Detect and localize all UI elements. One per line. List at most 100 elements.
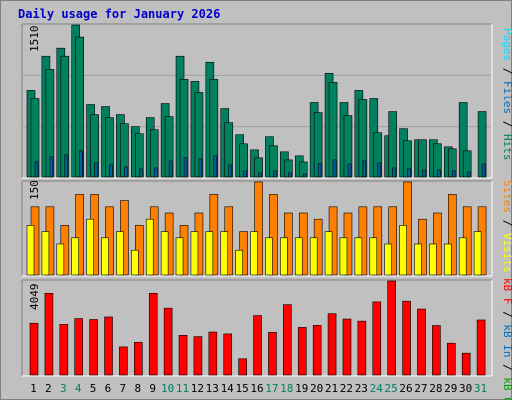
kb-bar bbox=[461, 352, 471, 376]
kb-bar bbox=[417, 308, 426, 376]
kb-bar bbox=[193, 336, 203, 376]
visits-bar bbox=[324, 231, 333, 276]
kb-bar bbox=[163, 307, 173, 376]
day-label: 5 bbox=[90, 382, 97, 395]
pages-bar bbox=[94, 162, 98, 178]
day-label: 25 bbox=[385, 382, 398, 395]
day-label: 3 bbox=[60, 382, 67, 395]
kb-bar bbox=[74, 318, 84, 376]
day-label: 17 bbox=[265, 382, 278, 395]
visits-bar bbox=[265, 237, 273, 276]
pages-bar bbox=[109, 164, 113, 178]
kb-bar bbox=[148, 292, 158, 376]
pages-bar bbox=[422, 169, 426, 178]
day-label: 31 bbox=[474, 382, 487, 395]
legend-entry: / bbox=[501, 305, 512, 325]
kb-bar bbox=[372, 301, 382, 376]
kb-bar bbox=[387, 280, 396, 376]
kb-bar bbox=[402, 300, 411, 376]
pages-bar bbox=[273, 170, 277, 178]
pages-bar bbox=[258, 172, 262, 178]
visits-bar bbox=[354, 237, 363, 276]
pages-bar bbox=[183, 157, 188, 178]
visits-bar bbox=[235, 249, 243, 276]
visits-bar bbox=[71, 237, 80, 276]
legend-entry: kB Out bbox=[501, 377, 512, 400]
visits-bar bbox=[26, 225, 35, 276]
visits-bar bbox=[116, 231, 124, 276]
pages-bar bbox=[466, 171, 471, 178]
pages-bar bbox=[377, 162, 382, 178]
visits-bar bbox=[443, 243, 452, 276]
day-label: 23 bbox=[355, 382, 368, 395]
pages-bar bbox=[124, 166, 128, 178]
kb-bar bbox=[238, 358, 247, 376]
kb-bar bbox=[312, 325, 322, 376]
visits-bar bbox=[190, 231, 199, 276]
sites-bar bbox=[388, 206, 397, 276]
pages-bar bbox=[362, 160, 367, 178]
hits-max-label: 1510 bbox=[28, 26, 41, 53]
day-label: 1 bbox=[30, 382, 37, 395]
day-label: 26 bbox=[399, 382, 412, 395]
visits-bar bbox=[205, 231, 214, 276]
kb-max-label: 4049 bbox=[28, 284, 41, 311]
visits-bar bbox=[384, 243, 392, 276]
pages-bar bbox=[332, 159, 337, 178]
kb-bar bbox=[119, 346, 128, 376]
kb-bar bbox=[208, 331, 218, 376]
legend-entry: kB In bbox=[501, 324, 512, 357]
pages-bar bbox=[392, 167, 396, 178]
sites-panel bbox=[21, 180, 493, 277]
pages-bar bbox=[213, 155, 218, 178]
legend-entry: Pages bbox=[501, 28, 512, 61]
day-label: 27 bbox=[414, 382, 427, 395]
legend-entry: / bbox=[501, 213, 512, 233]
sites-bar bbox=[75, 194, 85, 276]
pages-bar bbox=[79, 150, 84, 178]
hits-legend: Pages / Files / Hits bbox=[501, 28, 512, 161]
sites-max-label: 150 bbox=[28, 180, 41, 200]
pages-bar bbox=[168, 160, 173, 178]
pages-bar bbox=[34, 161, 39, 178]
day-label: 28 bbox=[429, 382, 442, 395]
day-label: 14 bbox=[221, 382, 235, 395]
legend-entry: Files bbox=[501, 81, 512, 114]
visits-bar bbox=[369, 237, 378, 276]
legend-entry: kB F bbox=[501, 278, 512, 305]
kb-bar bbox=[59, 324, 69, 376]
visits-bar bbox=[473, 231, 482, 276]
kb-bar bbox=[327, 313, 337, 376]
kb-bar bbox=[342, 318, 352, 376]
day-label: 10 bbox=[161, 382, 174, 395]
pages-bar bbox=[302, 173, 307, 178]
visits-bar bbox=[309, 237, 318, 276]
kb-bar bbox=[268, 331, 277, 376]
kb-panel bbox=[21, 279, 493, 377]
kb-bar bbox=[89, 319, 98, 376]
hits-panel bbox=[21, 23, 493, 179]
visits-bar bbox=[175, 237, 184, 276]
visits-bar bbox=[86, 218, 94, 276]
kb-bar bbox=[283, 304, 292, 376]
legend-entry: / bbox=[501, 114, 512, 134]
visits-bar bbox=[294, 237, 303, 276]
day-label: 7 bbox=[120, 382, 127, 395]
day-label: 4 bbox=[75, 382, 82, 395]
pages-bar bbox=[481, 163, 486, 178]
pages-bar bbox=[437, 169, 441, 178]
day-label: 12 bbox=[191, 382, 204, 395]
chart-title: Daily usage for January 2026 bbox=[18, 7, 220, 21]
day-label: 2 bbox=[45, 382, 52, 395]
kb-bar bbox=[44, 292, 54, 376]
day-label: 24 bbox=[370, 382, 384, 395]
pages-bar bbox=[139, 168, 143, 178]
visits-bar bbox=[414, 243, 422, 276]
visits-bar bbox=[41, 231, 50, 276]
visits-bar bbox=[250, 231, 258, 276]
kb-bar bbox=[432, 325, 441, 376]
pages-bar bbox=[49, 156, 54, 178]
pages-bar bbox=[451, 170, 456, 178]
